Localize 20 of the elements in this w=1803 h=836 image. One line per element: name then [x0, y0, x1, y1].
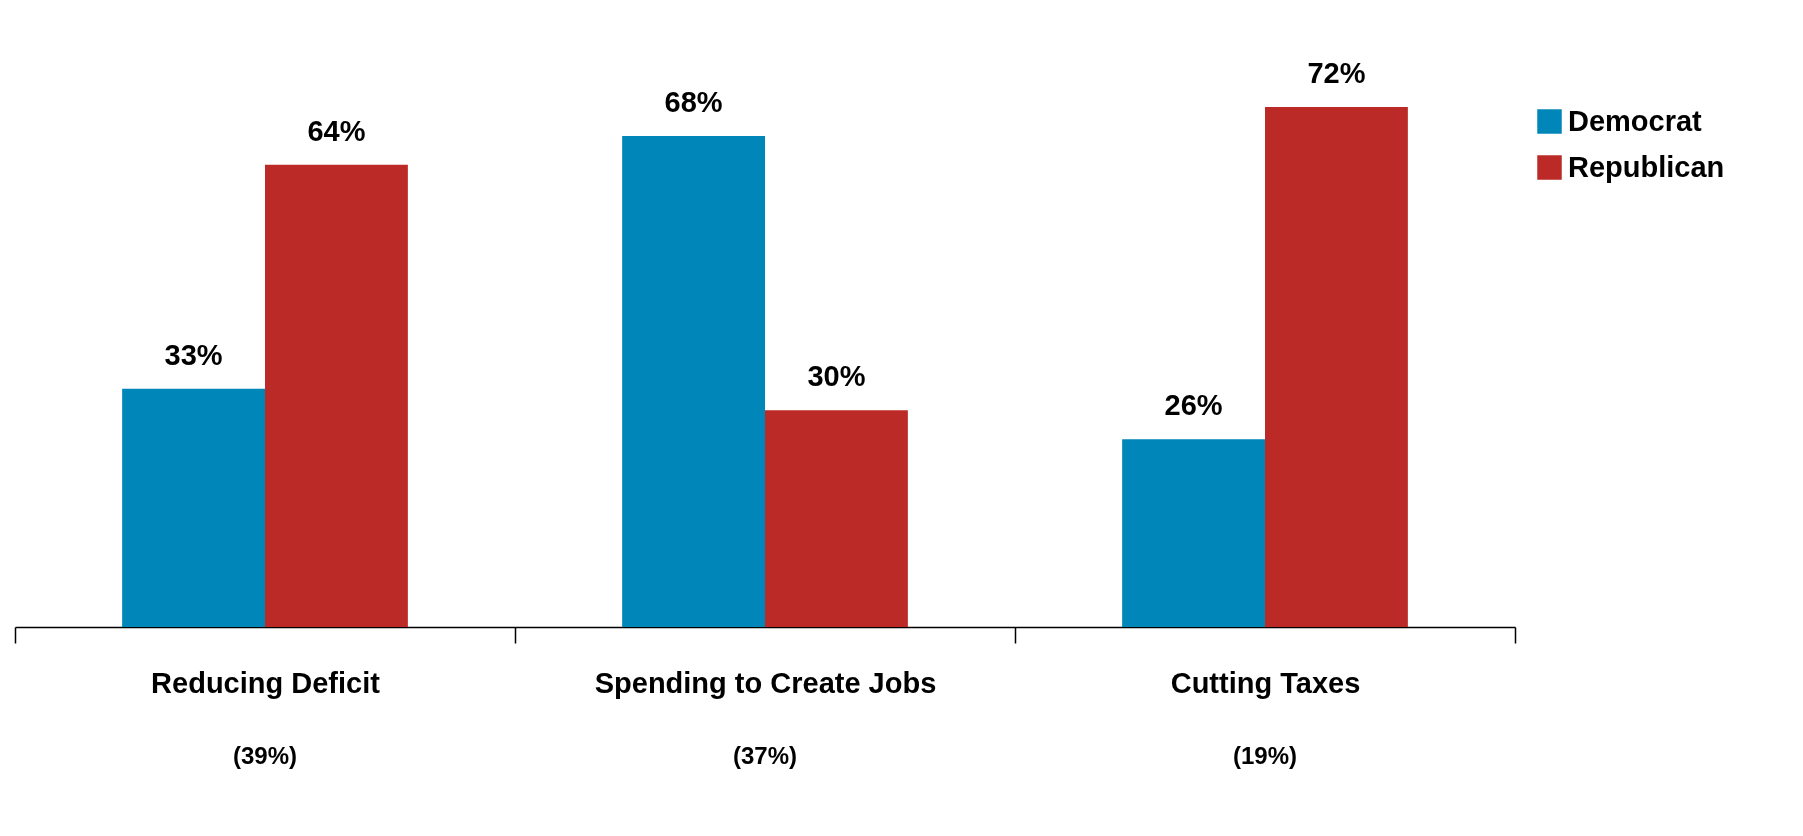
bar: [765, 410, 908, 627]
data-label: 68%: [664, 85, 723, 118]
bar: [265, 164, 408, 627]
x-tick-label: Reducing Deficit: [151, 666, 381, 699]
x-tick-label: Cutting Taxes: [1170, 666, 1361, 699]
legend-label: Democrat: [1568, 104, 1703, 137]
data-label: 30%: [807, 360, 866, 393]
data-label: 64%: [307, 114, 366, 147]
data-label: 33%: [164, 338, 223, 371]
bar: [122, 388, 265, 627]
text: (19%): [1232, 742, 1298, 769]
bar: [622, 135, 765, 627]
text: (37%): [732, 742, 798, 769]
text: (39%): [232, 742, 298, 769]
data-label: 26%: [1164, 389, 1223, 422]
data-label: 72%: [1307, 57, 1366, 89]
x-tick-label: Spending to Create Jobs: [594, 666, 937, 699]
legend-label: Republican: [1568, 150, 1725, 183]
bar: [1122, 439, 1265, 627]
bar: [1265, 107, 1408, 627]
